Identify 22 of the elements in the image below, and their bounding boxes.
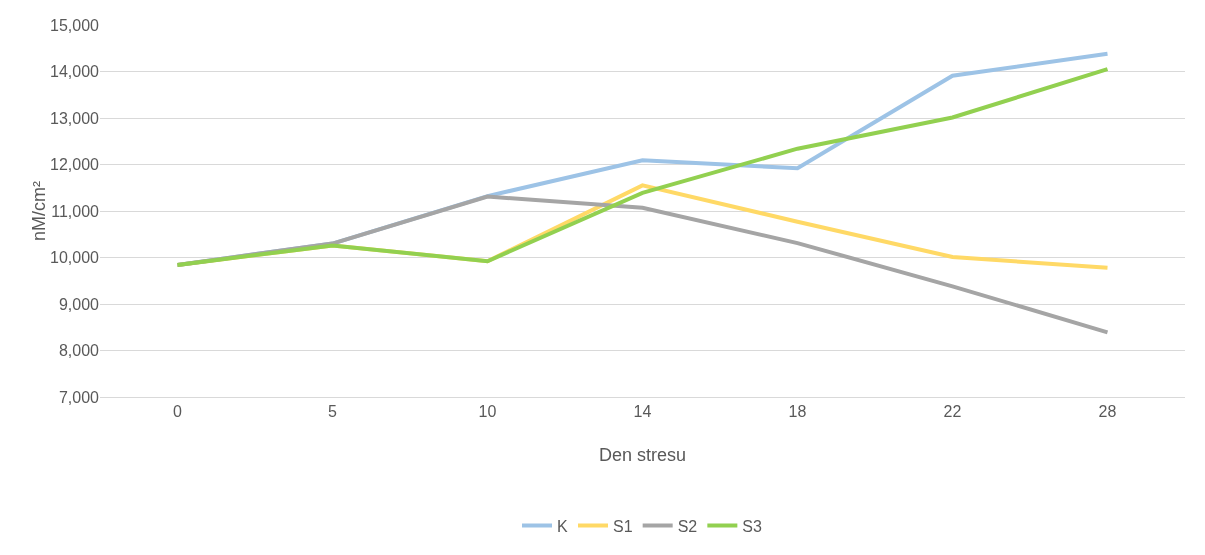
x-tick-label: 10 [478,403,497,421]
x-axis-title: Den stresu [598,445,687,465]
y-tick-label: 15,000 [50,16,100,34]
x-tick-label: 18 [788,403,807,421]
x-tick-label: 22 [943,403,962,421]
y-tick-label: 9,000 [58,295,100,313]
x-tick-label: 14 [633,403,652,421]
legend-label: S1 [613,517,633,535]
legend-label: S3 [742,517,763,535]
y-axis-title: nM/cm² [29,181,50,241]
legend-label: S2 [677,517,698,535]
x-tick-label: 5 [328,403,338,421]
y-tick-label: 11,000 [51,202,100,220]
y-tick-label: 8,000 [58,342,100,360]
y-tick-label: 14,000 [50,63,100,81]
y-tick-label: 13,000 [50,109,100,127]
x-tick-label: 28 [1098,403,1117,421]
y-tick-label: 10,000 [50,249,100,267]
legend-label: K [557,517,568,535]
x-tick-label: 0 [173,403,183,421]
y-tick-label: 12,000 [50,156,100,174]
y-tick-label: 7,000 [58,388,100,406]
